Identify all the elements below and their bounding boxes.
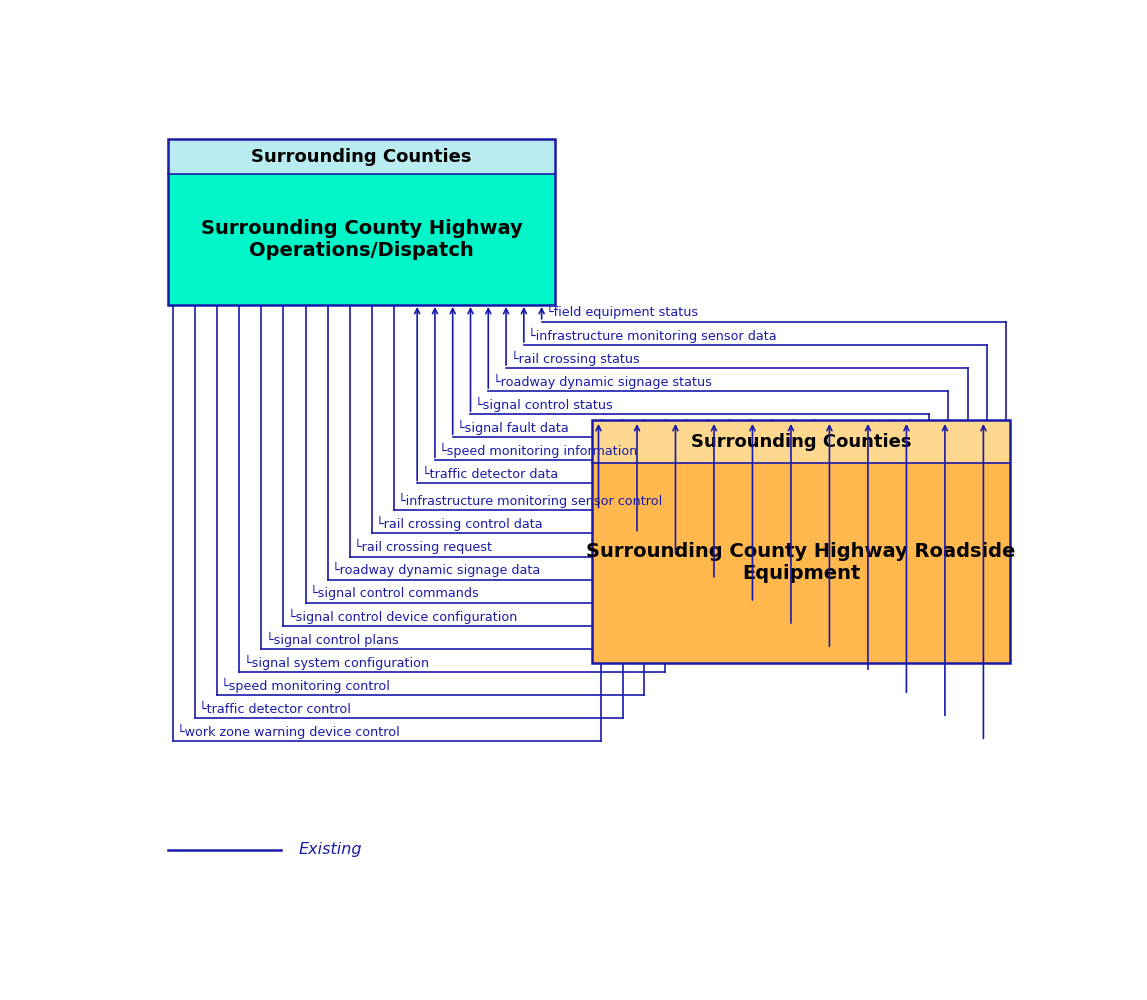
Text: └traffic detector data: └traffic detector data — [422, 468, 557, 481]
Text: Surrounding Counties: Surrounding Counties — [251, 148, 471, 166]
Text: Existing: Existing — [299, 842, 362, 857]
Text: └rail crossing control data: └rail crossing control data — [376, 516, 543, 531]
Text: └speed monitoring control: └speed monitoring control — [221, 678, 390, 693]
Text: └rail crossing request: └rail crossing request — [354, 539, 492, 554]
Bar — [169, 174, 555, 305]
Text: └rail crossing status: └rail crossing status — [510, 350, 639, 366]
Text: └work zone warning device control: └work zone warning device control — [177, 724, 400, 739]
Text: └traffic detector control: └traffic detector control — [200, 703, 351, 716]
Text: Surrounding Counties: Surrounding Counties — [690, 433, 912, 451]
Text: └roadway dynamic signage data: └roadway dynamic signage data — [333, 562, 540, 577]
Text: └signal fault data: └signal fault data — [458, 420, 569, 435]
Text: └infrastructure monitoring sensor data: └infrastructure monitoring sensor data — [529, 327, 777, 343]
Text: └signal control plans: └signal control plans — [266, 631, 398, 647]
Text: Surrounding County Highway Roadside
Equipment: Surrounding County Highway Roadside Equi… — [586, 542, 1016, 583]
Bar — [169, 139, 555, 174]
Text: └roadway dynamic signage status: └roadway dynamic signage status — [493, 374, 711, 389]
Text: └field equipment status: └field equipment status — [546, 304, 699, 319]
Text: └signal control commands: └signal control commands — [310, 585, 478, 600]
Bar — [169, 139, 555, 305]
Bar — [592, 463, 1011, 663]
Bar — [592, 420, 1011, 463]
Text: └signal control device configuration: └signal control device configuration — [288, 608, 517, 624]
Text: └speed monitoring information: └speed monitoring information — [439, 443, 638, 458]
Bar — [592, 420, 1011, 663]
Text: └infrastructure monitoring sensor control: └infrastructure monitoring sensor contro… — [398, 493, 663, 508]
Text: └signal control status: └signal control status — [475, 397, 612, 412]
Text: Surrounding County Highway
Operations/Dispatch: Surrounding County Highway Operations/Di… — [201, 219, 523, 260]
Text: └signal system configuration: └signal system configuration — [243, 655, 429, 670]
